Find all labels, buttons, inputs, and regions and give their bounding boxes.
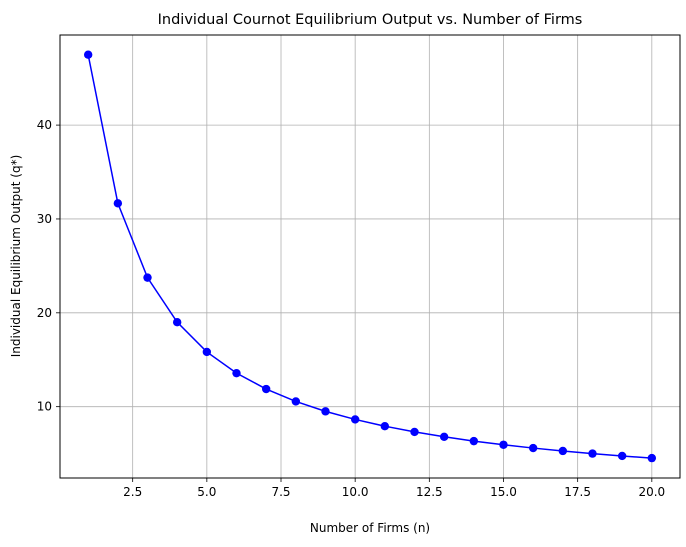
grid-lines — [60, 35, 680, 478]
data-point — [469, 436, 479, 446]
data-point — [113, 199, 123, 208]
data-point — [143, 273, 152, 282]
series-line — [87, 54, 652, 459]
y-axis: 10 20 30 40 — [37, 118, 60, 414]
x-axis-label: Number of Firms (n) — [310, 521, 430, 535]
y-tick-label: 40 — [37, 118, 52, 132]
x-tick-label: 20.0 — [638, 485, 665, 499]
series-group — [83, 50, 657, 463]
chart-title: Individual Cournot Equilibrium Output vs… — [158, 12, 583, 28]
x-tick-label: 17.5 — [564, 485, 591, 499]
x-tick-label: 10.0 — [342, 485, 369, 499]
x-tick-label: 12.5 — [416, 485, 443, 499]
x-tick-label: 7.5 — [271, 485, 290, 499]
x-tick-label: 2.5 — [123, 485, 142, 499]
data-point — [647, 453, 657, 463]
data-point — [617, 451, 627, 461]
x-axis: 2.5 5.0 7.5 10.0 12.5 15.0 17.5 20.0 — [123, 478, 665, 499]
data-point — [499, 440, 508, 449]
x-tick-label: 15.0 — [490, 485, 517, 499]
data-point — [291, 397, 301, 406]
plot-frame — [59, 34, 681, 479]
data-point — [202, 347, 212, 357]
data-point — [261, 384, 271, 394]
data-point — [558, 446, 568, 456]
y-tick-label: 30 — [37, 212, 52, 226]
data-point — [528, 443, 538, 453]
x-tick-label: 5.0 — [197, 485, 216, 499]
data-point — [232, 368, 241, 378]
data-point — [588, 449, 597, 458]
data-point — [439, 432, 449, 441]
data-point — [321, 407, 330, 416]
data-point — [350, 415, 360, 424]
data-point — [410, 427, 419, 437]
y-tick-label: 10 — [37, 400, 52, 414]
data-point — [83, 50, 93, 59]
data-point — [380, 421, 390, 431]
y-tick-label: 20 — [37, 306, 52, 320]
y-axis-label: Individual Equilibrium Output (q*) — [9, 155, 23, 358]
data-point — [172, 317, 182, 327]
